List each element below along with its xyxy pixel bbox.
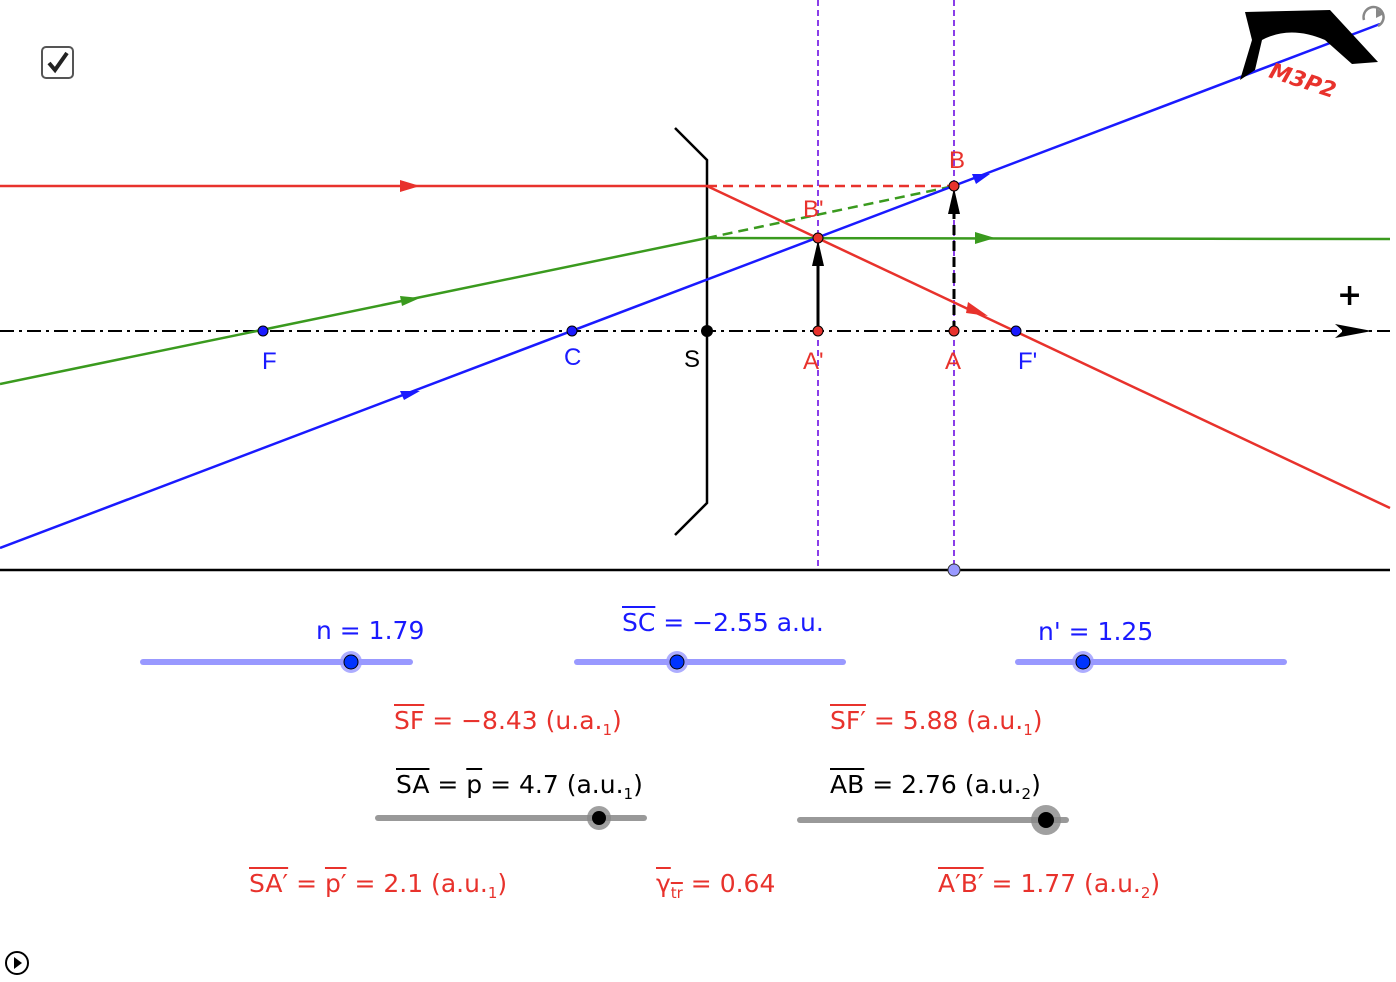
point-A-prime[interactable] xyxy=(812,325,824,337)
red-arrow-icon xyxy=(966,302,988,316)
point-C[interactable] xyxy=(566,325,578,337)
sc-label: SC = −2.55 a.u. xyxy=(622,608,824,637)
axis-plus-label: + xyxy=(1337,278,1362,313)
sa-label: SA = p = 4.7 (a.u.1) xyxy=(396,770,643,803)
check-icon xyxy=(47,51,69,74)
red-ray-refracted xyxy=(706,184,1391,510)
point-F[interactable] xyxy=(257,325,269,337)
graduation-cap-logo: M3P2 xyxy=(1240,10,1378,104)
label-S: S xyxy=(684,346,700,373)
label-C: C xyxy=(564,344,581,371)
object-arrowhead-icon xyxy=(948,188,960,214)
n-label: n = 1.79 xyxy=(316,616,425,645)
slider-sa[interactable] xyxy=(375,806,647,830)
sa-prime-result: SA′ = p′ = 2.1 (a.u.1) xyxy=(249,869,508,902)
green-arrow-icon xyxy=(400,296,420,306)
play-icon[interactable] xyxy=(5,951,29,975)
image-arrowhead-icon xyxy=(812,240,824,266)
green-ray-incident xyxy=(0,236,708,386)
label-B-prime: B' xyxy=(803,196,824,223)
refresh-icon[interactable] xyxy=(1362,5,1385,28)
label-B: B xyxy=(949,147,965,174)
green-ray-virtual xyxy=(706,184,955,240)
svg-text:M3P2: M3P2 xyxy=(1266,59,1339,104)
show-construction-checkbox[interactable] xyxy=(41,46,74,79)
point-F-prime[interactable] xyxy=(1010,325,1022,337)
ab-prime-result: A′B′ = 1.77 (a.u.2) xyxy=(938,869,1161,902)
slider-n[interactable] xyxy=(140,651,413,673)
label-F-prime: F' xyxy=(1018,348,1037,375)
point-B-prime[interactable] xyxy=(812,232,824,244)
label-A: A xyxy=(945,348,961,375)
blue-arrow-icon xyxy=(972,174,990,184)
ab-label: AB = 2.76 (a.u.2) xyxy=(830,770,1041,803)
point-A[interactable] xyxy=(948,325,960,337)
label-F: F xyxy=(262,348,277,375)
red-arrow-icon xyxy=(400,180,420,192)
green-ray-refracted xyxy=(706,236,1391,241)
slider-ab[interactable] xyxy=(797,805,1069,835)
slider-n-prime[interactable] xyxy=(1015,651,1287,673)
n-prime-label: n' = 1.25 xyxy=(1038,617,1154,646)
sf-prime-result: SF′ = 5.88 (a.u.1) xyxy=(830,706,1043,739)
sf-result: SF = −8.43 (u.a.1) xyxy=(394,706,622,739)
axis-arrow-icon xyxy=(1335,324,1372,338)
gamma-result: γtr = 0.64 xyxy=(656,869,776,902)
green-arrow-icon xyxy=(975,232,995,244)
drag-point-base[interactable] xyxy=(947,563,961,577)
point-S[interactable] xyxy=(701,325,713,337)
slider-sc[interactable] xyxy=(574,651,846,673)
blue-arrow-icon xyxy=(400,391,420,400)
point-B[interactable] xyxy=(948,180,960,192)
label-A-prime: A' xyxy=(803,348,824,375)
blue-ray xyxy=(0,22,1381,550)
